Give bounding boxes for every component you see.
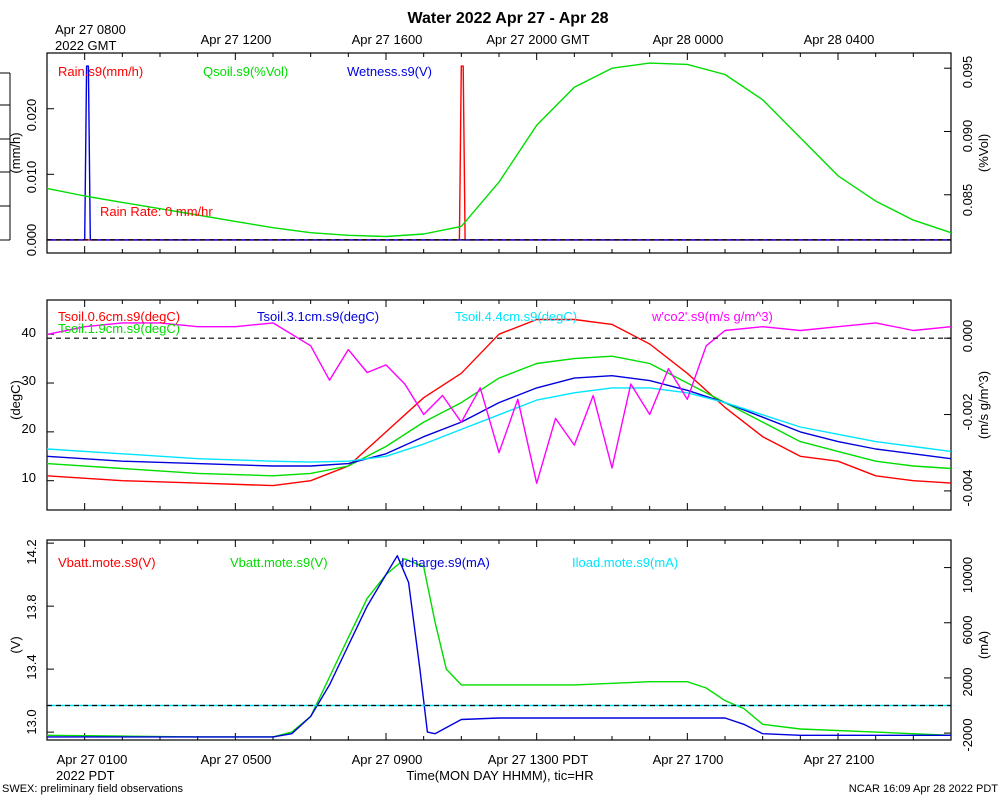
panel-power: Vbatt.mote.s9(V) Vbatt.mote.s9(V) Icharg… [8, 539, 991, 751]
left-tick-label: 20 [22, 421, 36, 436]
legend-wco2: w'co2'.s9(m/s g/m^3) [651, 309, 773, 324]
legend-tsoil-3-1: Tsoil.3.1cm.s9(degC) [257, 309, 379, 324]
right-axis-title: (%Vol) [976, 134, 991, 172]
bottom-axis-label: Apr 27 0900 [352, 752, 423, 767]
top-axis-label: Apr 27 2000 GMT [486, 32, 589, 47]
left-margin-marks [0, 72, 11, 241]
right-tick-label: -2000 [960, 718, 975, 751]
bottom-axis: Apr 27 0100 Apr 27 0500 Apr 27 0900 Apr … [56, 752, 874, 783]
chart-title: Water 2022 Apr 27 - Apr 28 [408, 10, 609, 27]
bottom-axis-year-label: 2022 PDT [56, 768, 115, 783]
panel-series [46, 555, 952, 738]
panel-series [46, 62, 952, 241]
series-line-icharge-s9 [47, 555, 951, 738]
panel-water: Rain.s9(mm/h) Qsoil.s9(%Vol) Wetness.s9(… [8, 52, 991, 257]
legend-tsoil-1-9: Tsoil.1.9cm.s9(degC) [58, 321, 180, 336]
right-axis-title: (m/s g/m^3) [976, 371, 991, 439]
legend-qsoil: Qsoil.s9(%Vol) [203, 64, 288, 79]
left-axis-title: (V) [8, 636, 23, 653]
panel-frame [46, 299, 952, 511]
left-tick-label: 13.0 [24, 709, 39, 734]
legend-vbatt-red: Vbatt.mote.s9(V) [58, 555, 156, 570]
right-tick-label: -0.004 [960, 470, 975, 507]
panel-series [46, 318, 952, 487]
left-tick-label: 13.4 [24, 654, 39, 679]
top-axis-label: Apr 28 0400 [804, 32, 875, 47]
legend-iload: Iload.mote.s9(mA) [572, 555, 678, 570]
left-axis-title: (mm/h) [8, 132, 23, 173]
bottom-axis-label: Apr 27 1700 [653, 752, 724, 767]
top-axis-label: Apr 27 1200 [201, 32, 272, 47]
left-tick-label: 14.2 [24, 539, 39, 564]
right-tick-label: 6000 [960, 616, 975, 645]
panel-soil-temperature: Tsoil.0.6cm.s9(degC) Tsoil.1.9cm.s9(degC… [8, 299, 991, 511]
series-line-w-co2-s9 [46, 322, 952, 484]
series-line-tsoil-3-1cm-s9 [46, 375, 952, 467]
panel-ticks [46, 300, 952, 510]
series-line-vbatt-mote-s9 [46, 558, 952, 738]
top-axis-label: Apr 27 1600 [352, 32, 423, 47]
top-axis-label: Apr 28 0000 [653, 32, 724, 47]
right-tick-label: 0.090 [960, 120, 975, 153]
bottom-axis-label: Apr 27 0500 [201, 752, 272, 767]
left-tick-label: 0.010 [24, 161, 39, 194]
legend-rain: Rain.s9(mm/h) [58, 64, 143, 79]
legend-tsoil-4-4: Tsoil.4.4cm.s9(degC) [455, 309, 577, 324]
bottom-axis-label: Apr 27 1300 PDT [488, 752, 589, 767]
right-tick-label: 2000 [960, 668, 975, 697]
rain-rate-annotation: Rain Rate: 0 mm/hr [100, 204, 213, 219]
right-tick-label: 0.085 [960, 184, 975, 217]
footer-left: SWEX: preliminary field observations [2, 783, 183, 795]
left-tick-label: 40 [22, 325, 36, 340]
series-line-qsoil-s9 [46, 62, 952, 238]
top-axis-first-label: Apr 27 0800 [55, 22, 126, 37]
right-tick-label: 10000 [960, 557, 975, 593]
x-axis-title: Time(MON DAY HHMM), tic=HR [406, 768, 593, 783]
left-tick-label: 30 [22, 373, 36, 388]
right-tick-label: -0.002 [960, 394, 975, 431]
legend-wetness: Wetness.s9(V) [347, 64, 432, 79]
series-line-tsoil-0-6cm-s9 [46, 318, 952, 487]
left-tick-label: 0.020 [24, 99, 39, 132]
top-axis-year-label: 2022 GMT [55, 38, 116, 53]
left-tick-label: 13.8 [24, 594, 39, 619]
right-axis-title: (mA) [976, 631, 991, 659]
bottom-axis-label: Apr 27 0100 [57, 752, 128, 767]
legend-vbatt-green: Vbatt.mote.s9(V) [230, 555, 328, 570]
panel-ticks [46, 540, 952, 740]
top-axis: Apr 27 0800 2022 GMT Apr 27 1200 Apr 27 … [55, 22, 874, 53]
right-tick-label: 0.095 [960, 56, 975, 89]
series-line-tsoil-1-9cm-s9 [46, 355, 952, 477]
footer-right: NCAR 16:09 Apr 28 2022 PDT [849, 783, 998, 795]
panel-frame [46, 539, 952, 741]
panel-ticks [46, 53, 952, 253]
left-tick-label: 0.000 [24, 224, 39, 257]
legend-tsoil-0-6: Tsoil.0.6cm.s9(degC) [58, 309, 180, 324]
bottom-axis-label: Apr 27 2100 [804, 752, 875, 767]
series-line-tsoil-4-4cm-s9 [46, 387, 952, 463]
left-tick-label: 10 [22, 470, 36, 485]
right-tick-label: 0.000 [960, 320, 975, 353]
legend-icharge: Icharge.s9(mA) [401, 555, 490, 570]
left-axis-title: (degC) [8, 380, 23, 420]
